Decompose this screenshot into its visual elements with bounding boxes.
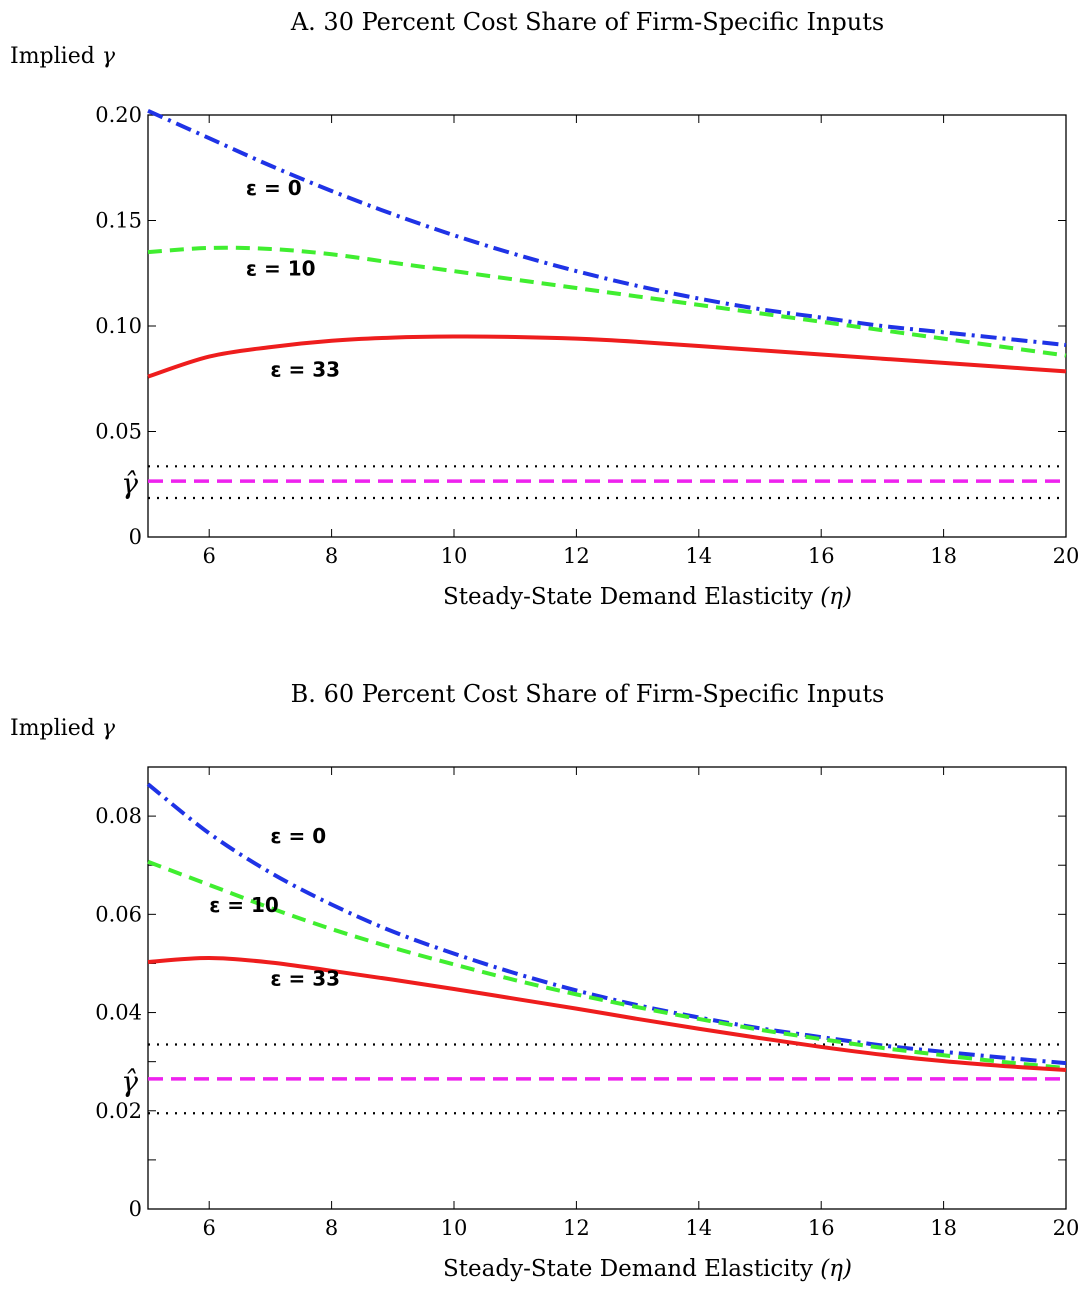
series-label-1: ε = 10 [246,256,316,280]
chart-plot-b: 6 8 10 12 14 16 18 20 0 0.02 0.04 0.06 0.08 γ̂ ε = 0 ε … [95,766,1080,1240]
y-tick-label: 0.02 [95,1099,142,1123]
x-tick-label: 12 [563,1216,590,1240]
x-axis-label: Steady-State Demand Elasticity (η) [443,1256,852,1282]
series-line-1 [147,245,1067,358]
x-tick-label: 12 [563,544,590,568]
series-label-2: ε = 33 [270,967,340,991]
x-tick-label: 10 [441,544,468,568]
series-line-0 [146,782,1067,1066]
x-tick-label: 18 [930,544,957,568]
y-tick-label: 0.20 [95,103,142,127]
x-tick-label: 20 [1053,1216,1080,1240]
y-tick-label: 0.06 [95,902,142,926]
y-tick-label: 0.10 [95,314,142,338]
y-tick-label: 0.08 [95,804,142,828]
chart-title: B. 60 Percent Cost Share of Firm-Specifi… [290,680,885,708]
y-tick-label: 0.15 [95,209,142,233]
x-tick-label: 16 [808,1216,835,1240]
y-axis-label: Implied γ [10,716,115,741]
gamma-hat-label: γ̂ [121,467,138,500]
chart-plot-a: 6 8 10 12 14 16 18 20 0 0.05 0.10 0.15 0.20 γ̂ ε = 0 ε … [95,103,1080,568]
panel-a: A. 30 Percent Cost Share of Firm-Specifi… [0,0,1083,640]
series-label-0: ε = 0 [246,176,302,200]
x-tick-label: 18 [930,1216,957,1240]
series-line-2 [147,334,1067,379]
gamma-hat-label: γ̂ [121,1065,138,1098]
x-tick-label: 16 [808,544,835,568]
x-tick-label: 20 [1053,544,1080,568]
y-tick-label: 0.04 [95,1001,142,1025]
x-axis-label: Steady-State Demand Elasticity (η) [443,584,852,610]
x-tick-label: 8 [325,1216,338,1240]
x-tick-label: 14 [685,1216,712,1240]
x-tick-label: 6 [203,1216,216,1240]
x-tick-label: 8 [325,544,338,568]
x-tick-label: 10 [441,1216,468,1240]
y-tick-label: 0 [129,525,142,549]
y-axis-label: Implied γ [10,44,115,69]
series-label-1: ε = 10 [209,893,279,917]
y-tick-label: 0 [129,1197,142,1221]
plot-frame [147,766,1067,1210]
series-label-2: ε = 33 [270,358,340,382]
y-tick-label: 0.05 [95,420,142,444]
panel-b: B. 60 Percent Cost Share of Firm-Specifi… [0,672,1083,1290]
x-tick-label: 14 [685,544,712,568]
series-line-1 [147,859,1067,1071]
chart-title: A. 30 Percent Cost Share of Firm-Specifi… [290,8,885,36]
x-tick-label: 6 [203,544,216,568]
series-line-2 [147,956,1067,1073]
series-line-0 [147,108,1067,347]
series-label-0: ε = 0 [270,824,326,848]
